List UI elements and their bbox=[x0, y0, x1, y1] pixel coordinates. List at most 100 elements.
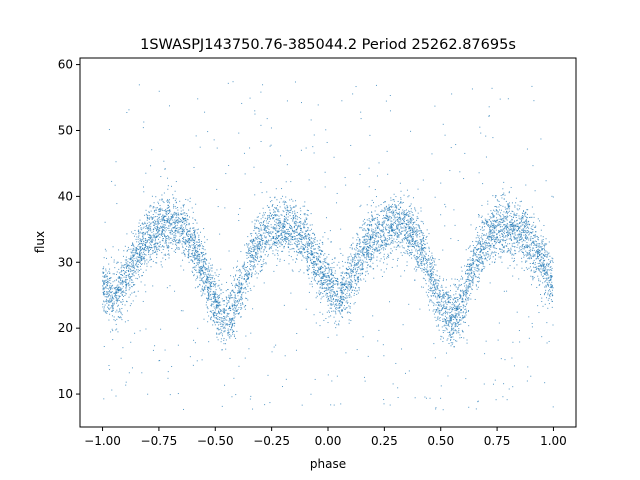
data-point bbox=[148, 250, 150, 252]
data-point bbox=[192, 260, 194, 262]
data-point bbox=[174, 200, 176, 202]
data-point bbox=[373, 218, 375, 220]
data-point bbox=[197, 251, 199, 253]
data-point bbox=[195, 251, 197, 252]
data-point bbox=[356, 243, 358, 245]
data-point bbox=[389, 252, 391, 254]
data-point bbox=[516, 229, 518, 231]
data-point bbox=[362, 269, 364, 271]
data-point bbox=[129, 259, 131, 261]
data-point bbox=[313, 264, 315, 266]
data-point bbox=[316, 257, 318, 259]
data-point bbox=[437, 311, 439, 313]
data-point bbox=[417, 266, 419, 268]
data-point bbox=[232, 81, 234, 83]
data-point bbox=[212, 277, 214, 279]
data-point bbox=[549, 255, 551, 257]
data-point bbox=[167, 219, 168, 221]
data-point bbox=[322, 272, 324, 274]
data-point bbox=[381, 223, 383, 225]
data-point bbox=[524, 240, 526, 242]
data-point bbox=[140, 224, 141, 226]
data-point bbox=[261, 269, 263, 271]
data-point bbox=[353, 264, 355, 266]
data-point bbox=[472, 257, 473, 259]
data-point bbox=[389, 238, 391, 240]
data-point bbox=[392, 383, 394, 385]
data-point bbox=[248, 249, 250, 251]
data-point bbox=[485, 254, 487, 256]
data-point bbox=[262, 207, 264, 209]
data-point bbox=[165, 212, 167, 214]
data-point bbox=[439, 275, 441, 277]
data-point bbox=[399, 202, 401, 204]
data-point bbox=[307, 210, 309, 212]
data-point bbox=[263, 212, 265, 214]
data-point bbox=[470, 280, 472, 282]
data-point bbox=[373, 255, 375, 257]
data-point bbox=[342, 279, 344, 281]
data-point bbox=[273, 237, 275, 239]
data-point bbox=[519, 233, 521, 235]
data-point bbox=[312, 264, 314, 266]
data-point bbox=[469, 286, 471, 288]
data-point bbox=[382, 222, 384, 224]
data-point bbox=[119, 287, 121, 289]
data-point bbox=[153, 245, 155, 247]
data-point bbox=[486, 243, 488, 245]
data-point bbox=[211, 301, 213, 303]
data-point bbox=[518, 251, 520, 253]
data-point bbox=[455, 315, 457, 317]
data-point bbox=[507, 230, 509, 232]
data-point bbox=[429, 262, 431, 264]
data-point bbox=[366, 253, 368, 255]
data-point bbox=[508, 210, 510, 212]
data-point bbox=[513, 365, 515, 367]
data-point bbox=[110, 289, 112, 291]
data-point bbox=[253, 285, 255, 287]
data-point bbox=[367, 252, 369, 254]
data-point bbox=[423, 235, 425, 236]
data-point bbox=[407, 212, 409, 214]
data-point bbox=[519, 341, 521, 343]
data-point bbox=[488, 224, 490, 226]
data-point bbox=[406, 232, 408, 234]
data-point bbox=[149, 243, 151, 245]
data-point bbox=[378, 224, 380, 226]
data-point bbox=[174, 236, 176, 238]
data-point bbox=[470, 298, 472, 300]
data-point bbox=[199, 275, 201, 277]
data-point bbox=[312, 261, 314, 263]
data-point bbox=[464, 316, 466, 318]
data-point bbox=[503, 219, 505, 221]
data-point bbox=[160, 246, 162, 248]
data-point bbox=[176, 230, 178, 232]
data-point bbox=[193, 245, 195, 247]
data-point bbox=[410, 220, 412, 222]
data-point bbox=[328, 286, 330, 288]
data-point bbox=[411, 230, 413, 232]
data-point bbox=[492, 212, 494, 214]
data-point bbox=[453, 346, 455, 348]
data-point bbox=[356, 257, 358, 259]
data-point bbox=[495, 227, 497, 229]
data-point bbox=[267, 233, 269, 235]
data-point bbox=[507, 233, 509, 235]
data-point bbox=[429, 256, 431, 258]
data-point bbox=[394, 217, 396, 219]
data-point bbox=[177, 248, 179, 250]
data-point bbox=[181, 228, 183, 230]
data-point bbox=[399, 242, 401, 244]
data-point bbox=[149, 257, 151, 259]
data-point bbox=[132, 242, 134, 244]
data-point bbox=[282, 210, 284, 212]
data-point bbox=[460, 296, 462, 298]
data-point bbox=[381, 240, 383, 242]
data-point bbox=[445, 279, 447, 281]
data-point bbox=[396, 236, 398, 238]
data-point bbox=[212, 293, 214, 295]
data-point bbox=[230, 297, 232, 299]
data-point bbox=[254, 110, 256, 112]
data-point bbox=[245, 274, 247, 276]
data-point bbox=[227, 313, 229, 315]
